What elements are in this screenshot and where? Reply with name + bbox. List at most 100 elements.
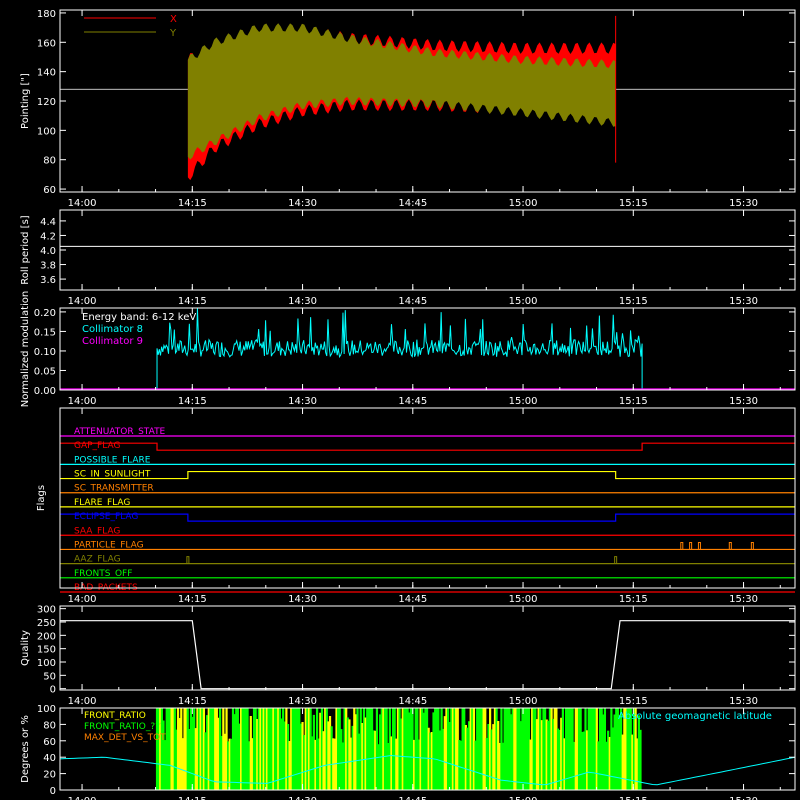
x-tick-label: 15:00 bbox=[509, 696, 538, 707]
y-tick-label: 0.10 bbox=[34, 347, 56, 358]
flag-spike bbox=[614, 556, 618, 564]
x-tick-label: 14:00 bbox=[68, 696, 97, 707]
x-tick-label: 14:00 bbox=[68, 198, 97, 209]
panel-pointing: XY 14:00 14:15 14:30 14:45 15:00 15:15 15:30 60 8… bbox=[20, 9, 796, 209]
y-tick-label: 150 bbox=[37, 645, 56, 656]
y-tick-label: 60 bbox=[43, 185, 56, 196]
panel-degrees: FRONT_RATIOFRONT_RATIO_???MAX_DET_VS_TOT… bbox=[20, 704, 796, 800]
x-tick-label: 14:00 bbox=[68, 594, 97, 605]
flag-label: FRONTS_OFF bbox=[74, 569, 132, 579]
legend-label: FRONT_RATIO_??? bbox=[84, 722, 165, 732]
x-tick-label: 15:15 bbox=[619, 796, 648, 800]
flag-spike bbox=[728, 541, 732, 550]
legend-label: FRONT_RATIO bbox=[84, 711, 146, 721]
flag-label: SC_TRANSMITTER bbox=[74, 484, 154, 494]
panel-frame bbox=[59, 307, 796, 391]
panel-quality: 14:00 14:15 14:30 14:45 15:00 15:15 15:30 0 50 10… bbox=[20, 605, 796, 707]
legend-label: X bbox=[170, 14, 177, 25]
y-tick-label: 80 bbox=[43, 720, 56, 731]
flag-spike bbox=[680, 541, 684, 550]
flag-line bbox=[60, 513, 795, 522]
flag-label: ATTENUATOR_STATE bbox=[74, 427, 166, 437]
y-tick-label: 300 bbox=[37, 605, 56, 616]
y-tick-label: 140 bbox=[37, 68, 56, 79]
x-tick-label: 14:45 bbox=[398, 198, 427, 209]
x-tick-label: 14:00 bbox=[68, 796, 97, 800]
x-tick-label: 14:15 bbox=[178, 594, 207, 605]
x-tick-label: 14:45 bbox=[398, 296, 427, 307]
flag-spike bbox=[750, 541, 754, 550]
x-tick-label: 15:15 bbox=[619, 396, 648, 407]
flag-label: ECLIPSE_FLAG bbox=[74, 512, 138, 522]
x-tick-label: 15:30 bbox=[729, 696, 758, 707]
flag-label: SAA_FLAG bbox=[74, 526, 120, 536]
y-tick-label: 250 bbox=[37, 618, 56, 629]
x-tick-label: 14:15 bbox=[178, 796, 207, 800]
y-axis-label: Pointing ["] bbox=[20, 73, 31, 129]
x-tick-label: 15:15 bbox=[619, 198, 648, 209]
y-axis-label: Flags bbox=[36, 485, 47, 511]
y-tick-label: 60 bbox=[43, 737, 56, 748]
x-tick-label: 14:30 bbox=[288, 796, 317, 800]
flag-line bbox=[60, 442, 795, 451]
y-tick-label: 0 bbox=[50, 685, 56, 696]
x-tick-label: 14:15 bbox=[178, 696, 207, 707]
x-tick-label: 14:15 bbox=[178, 396, 207, 407]
x-tick-label: 15:00 bbox=[509, 296, 538, 307]
x-tick-label: 14:30 bbox=[288, 198, 317, 209]
y-tick-label: 3.6 bbox=[40, 275, 56, 286]
x-tick-label: 15:30 bbox=[729, 594, 758, 605]
y-axis-label: Normalized modulation bbox=[20, 291, 31, 408]
y-tick-label: 0.20 bbox=[34, 308, 56, 319]
y-tick-label: 20 bbox=[43, 770, 56, 781]
y-tick-label: 50 bbox=[43, 671, 56, 682]
x-tick-label: 14:30 bbox=[288, 396, 317, 407]
x-tick-label: 15:30 bbox=[729, 296, 758, 307]
legend-label: Collimator 9 bbox=[82, 336, 143, 347]
x-tick-label: 15:15 bbox=[619, 594, 648, 605]
y-axis-label: Roll period [s] bbox=[20, 215, 31, 284]
y-tick-label: 200 bbox=[37, 631, 56, 642]
y-tick-label: 4.2 bbox=[40, 231, 56, 242]
x-tick-label: 14:00 bbox=[68, 296, 97, 307]
legend-label: Collimator 8 bbox=[82, 324, 143, 335]
y-tick-label: 3.8 bbox=[40, 261, 56, 272]
panel-frame bbox=[59, 707, 796, 791]
latitude-annotation: Absolute geomagnetic latitude bbox=[618, 711, 772, 722]
flag-line bbox=[60, 470, 795, 480]
x-tick-label: 14:30 bbox=[288, 296, 317, 307]
x-tick-label: 14:45 bbox=[398, 396, 427, 407]
x-tick-label: 15:00 bbox=[509, 198, 538, 209]
y-tick-label: 4.4 bbox=[40, 217, 56, 228]
latitude-line bbox=[59, 755, 796, 786]
flag-spike bbox=[697, 541, 701, 550]
y-tick-label: 40 bbox=[43, 753, 56, 764]
legend-label: Energy band: 6-12 keV bbox=[82, 312, 196, 323]
x-tick-label: 15:30 bbox=[729, 796, 758, 800]
x-tick-label: 15:15 bbox=[619, 296, 648, 307]
panel-roll_period: 14:00 14:15 14:30 14:45 15:00 15:15 15:30 3.6 3.… bbox=[20, 209, 796, 307]
y-tick-label: 0 bbox=[50, 786, 56, 797]
y-tick-label: 0.05 bbox=[34, 366, 56, 377]
y-tick-label: 120 bbox=[37, 97, 56, 108]
x-tick-label: 14:45 bbox=[398, 696, 427, 707]
x-tick-label: 15:00 bbox=[509, 594, 538, 605]
x-tick-label: 15:00 bbox=[509, 796, 538, 800]
y-axis-label: Quality bbox=[20, 630, 31, 666]
x-tick-label: 14:45 bbox=[398, 594, 427, 605]
flag-label: SC_IN_SUNLIGHT bbox=[74, 470, 151, 480]
series-collimator-8 bbox=[156, 308, 643, 390]
x-tick-label: 15:00 bbox=[509, 396, 538, 407]
y-tick-label: 0.15 bbox=[34, 327, 56, 338]
legend-label: MAX_DET_VS_TOT bbox=[84, 733, 166, 743]
panels: XY 14:00 14:15 14:30 14:45 15:00 15:15 15:30 60 8… bbox=[20, 9, 796, 800]
x-tick-label: 15:30 bbox=[729, 198, 758, 209]
y-tick-label: 4.0 bbox=[40, 246, 56, 257]
y-tick-label: 80 bbox=[43, 156, 56, 167]
y-tick-label: 100 bbox=[37, 658, 56, 669]
y-tick-label: 100 bbox=[37, 704, 56, 715]
quality-line bbox=[60, 620, 795, 690]
flag-spike bbox=[186, 556, 190, 564]
